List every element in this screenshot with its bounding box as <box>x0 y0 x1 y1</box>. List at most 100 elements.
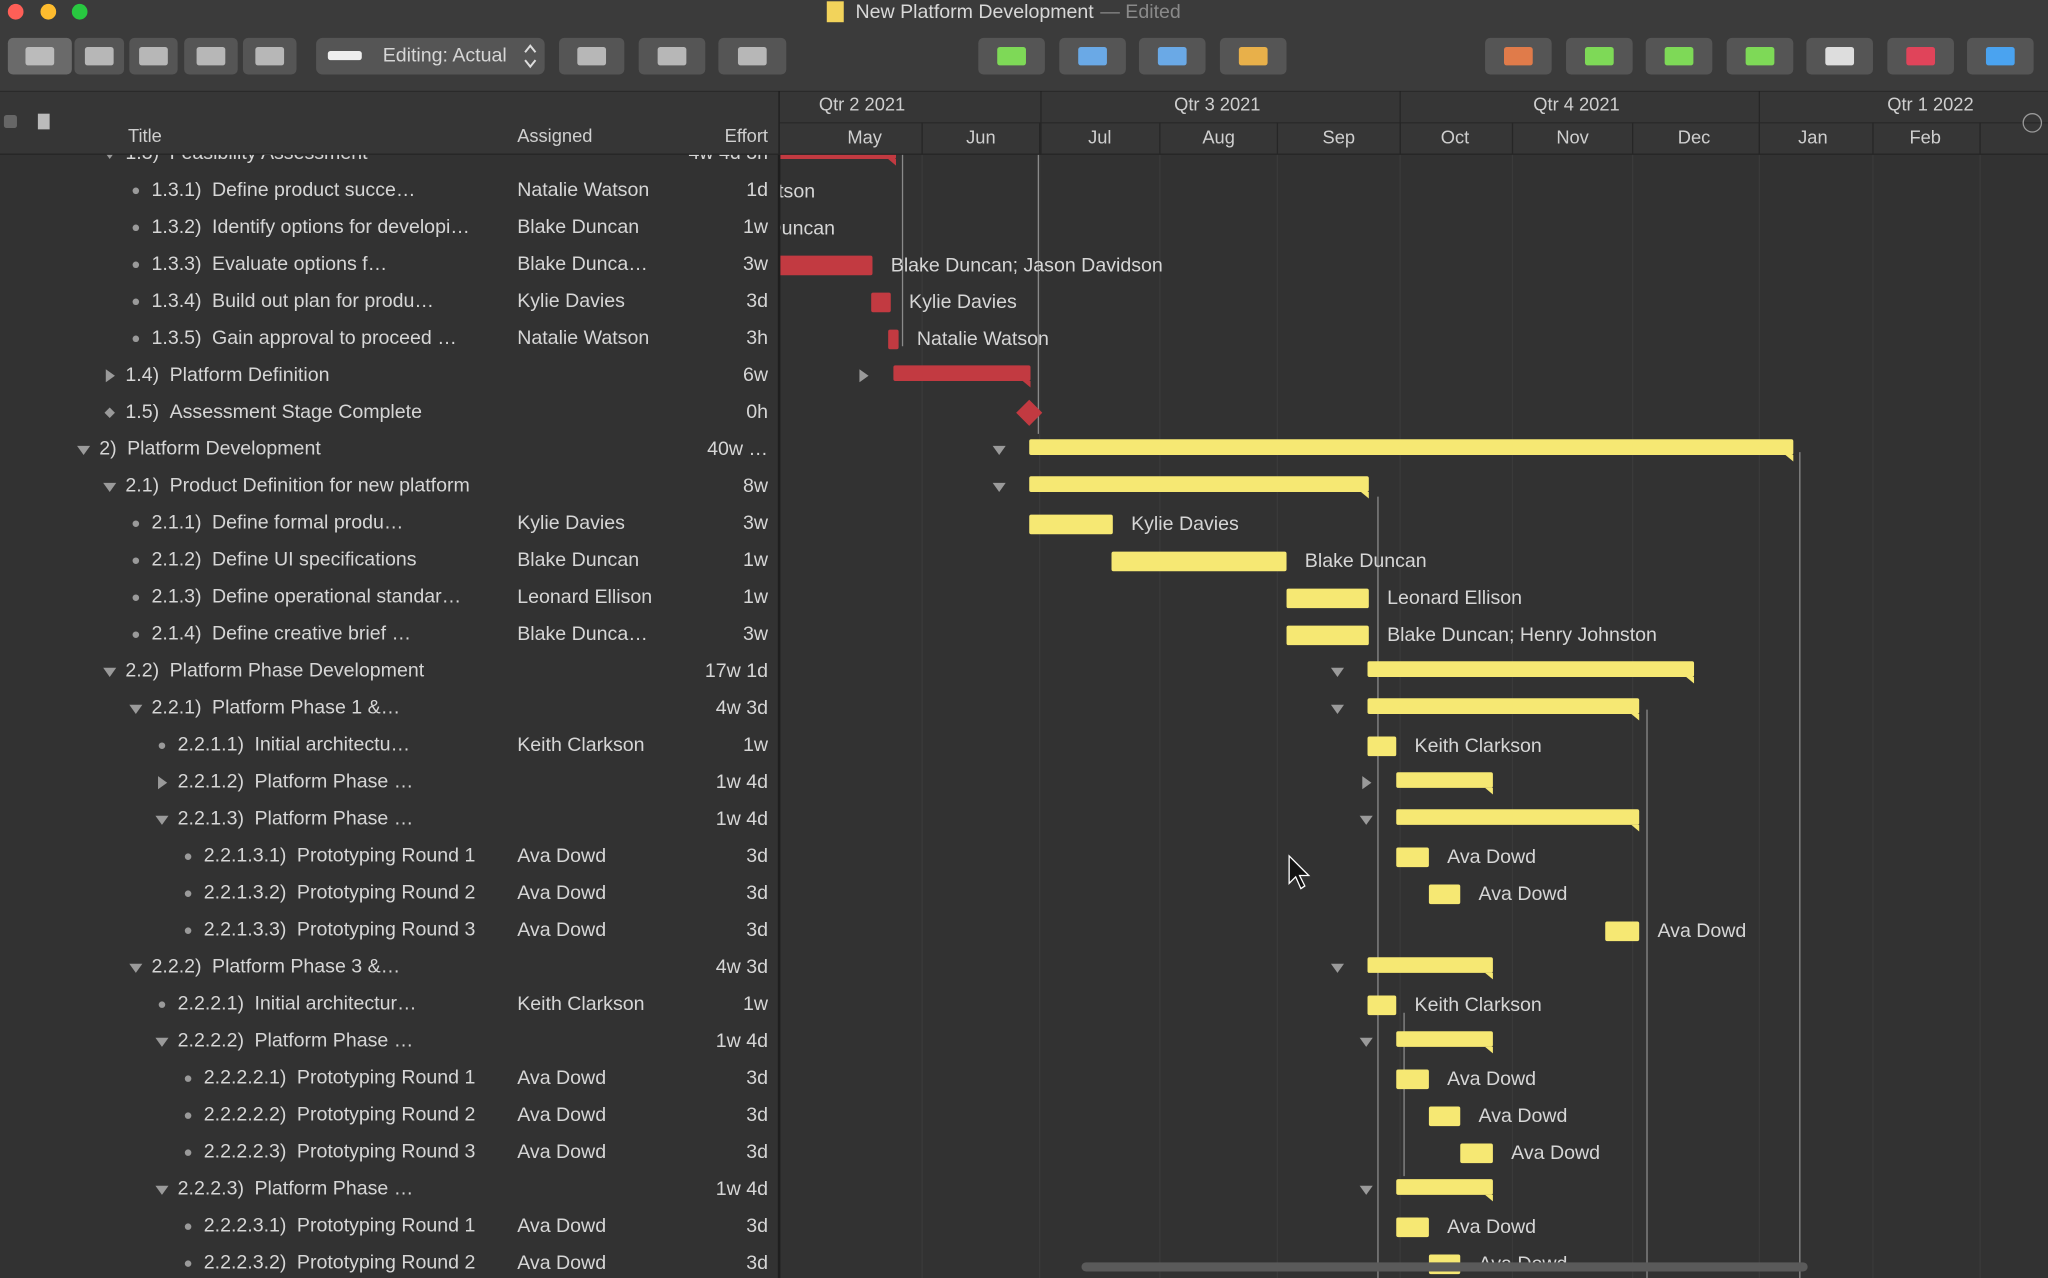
disclosure-triangle[interactable] <box>155 1037 169 1047</box>
disclosure-triangle[interactable] <box>129 963 143 973</box>
task-name: Platform Phase … <box>254 1030 413 1052</box>
gantt-disclosure[interactable] <box>1330 704 1344 714</box>
summary-bar[interactable] <box>731 143 896 160</box>
bullet <box>158 1001 166 1008</box>
hand-icon[interactable] <box>3 114 17 129</box>
task-bar[interactable] <box>1428 884 1461 905</box>
summary-bar[interactable] <box>1367 957 1493 973</box>
gantt-label: Natalie Watson <box>683 180 815 202</box>
toolbar-icon <box>657 47 687 66</box>
toolbar-icon <box>737 47 767 66</box>
column-title[interactable]: Title <box>128 125 162 146</box>
task-bar[interactable] <box>1460 1143 1493 1164</box>
task-number: 2.2.2.3.1) <box>204 1215 287 1237</box>
disclosure-triangle[interactable] <box>105 369 115 383</box>
disclosure-triangle[interactable] <box>77 445 91 455</box>
task-bar[interactable] <box>1367 995 1397 1016</box>
task-bar[interactable] <box>1286 588 1369 609</box>
task-assigned: Natalie Watson <box>517 179 649 201</box>
bullet <box>132 261 140 269</box>
column-assigned[interactable]: Assigned <box>517 125 592 146</box>
task-bar[interactable] <box>1428 1106 1461 1127</box>
summary-bar[interactable] <box>1367 661 1695 677</box>
task-bar[interactable] <box>1029 514 1113 535</box>
task-assigned: Ava Dowd <box>517 845 606 867</box>
disclosure-triangle[interactable] <box>155 1185 169 1195</box>
task-effort: 3h <box>746 327 768 349</box>
gantt-label: Natalie Watson <box>917 328 1049 350</box>
task-bar[interactable] <box>771 255 873 276</box>
summary-bar[interactable] <box>1396 809 1640 825</box>
task-number: 1.3.3) <box>152 253 202 275</box>
minimize-button[interactable] <box>40 3 57 20</box>
header: New Platform Development — Edited Title A… <box>0 0 2048 155</box>
task-number: 2.2.1.3.1) <box>204 845 287 867</box>
task-bar[interactable] <box>888 329 899 350</box>
task-title: 2.2.1) Platform Phase 1 &… <box>152 697 401 719</box>
task-effort: 40w … <box>707 438 768 460</box>
bullet <box>132 631 140 638</box>
task-name: Assessment Stage Complete <box>170 401 423 423</box>
task-number: 2.2.1.3.2) <box>204 882 287 904</box>
task-number: 1.5) <box>125 401 159 423</box>
mouse-cursor <box>1288 854 1311 890</box>
task-name: Define formal produ… <box>212 512 403 534</box>
gantt-disclosure[interactable] <box>1359 815 1373 825</box>
task-effort: 1w 4d <box>716 808 768 830</box>
task-bar[interactable] <box>1605 921 1640 942</box>
summary-bar[interactable] <box>1029 439 1794 455</box>
task-assigned: Ava Dowd <box>517 1141 606 1163</box>
zoom-icon[interactable] <box>2022 113 2043 133</box>
task-effort: 1w <box>743 734 769 756</box>
task-title: 1.3.5) Gain approval to proceed … <box>152 327 457 349</box>
gantt-disclosure[interactable] <box>1359 1185 1373 1195</box>
horizontal-scrollbar[interactable] <box>1081 1262 1808 1272</box>
disclosure-triangle[interactable] <box>155 815 169 825</box>
disclosure-triangle[interactable] <box>129 704 143 714</box>
gantt-disclosure[interactable] <box>992 482 1006 492</box>
gantt-disclosure[interactable] <box>1330 963 1344 973</box>
task-title: 1.3.2) Identify options for developi… <box>152 216 470 238</box>
task-assigned: Ava Dowd <box>517 1067 606 1089</box>
task-title: 1.3.3) Evaluate options f… <box>152 253 388 275</box>
quarter-label: Qtr 2 2021 <box>819 94 905 115</box>
gantt-disclosure[interactable] <box>1330 667 1344 677</box>
gantt: Natalie Watson Blake Duncan Blake Duncan; … <box>683 143 1981 1278</box>
close-button[interactable] <box>7 3 24 20</box>
summary-bar[interactable] <box>893 365 1031 381</box>
bullet <box>132 224 140 232</box>
summary-bar[interactable] <box>1396 772 1493 788</box>
gantt-disclosure[interactable] <box>1362 776 1372 790</box>
task-name: Define creative brief … <box>212 623 411 645</box>
task-name: Prototyping Round 1 <box>297 1215 475 1237</box>
gantt-disclosure[interactable] <box>992 445 1006 455</box>
toolbar-icon <box>1825 47 1855 66</box>
disclosure-triangle[interactable] <box>158 776 168 790</box>
task-bar[interactable] <box>1286 625 1369 646</box>
summary-bar[interactable] <box>1367 698 1640 714</box>
gantt-disclosure[interactable] <box>1359 1037 1373 1047</box>
task-title: 2.2.1.3.1) Prototyping Round 1 <box>204 845 476 867</box>
disclosure-triangle[interactable] <box>103 482 117 492</box>
task-bar[interactable] <box>1396 1217 1429 1238</box>
task-name: Platform Phase … <box>254 1178 413 1200</box>
task-bar[interactable] <box>1396 1069 1429 1090</box>
summary-bar[interactable] <box>1029 476 1369 492</box>
column-effort[interactable]: Effort <box>725 125 768 146</box>
zoom-button[interactable] <box>71 3 88 20</box>
gantt-disclosure[interactable] <box>859 369 869 383</box>
task-effort: 1d <box>746 179 768 201</box>
task-bar[interactable] <box>1111 551 1287 572</box>
disclosure-triangle[interactable] <box>103 150 116 160</box>
toolbar-icon <box>1664 47 1694 66</box>
summary-bar[interactable] <box>1396 1179 1493 1195</box>
note-icon[interactable] <box>37 113 50 130</box>
summary-bar[interactable] <box>1396 1031 1493 1047</box>
task-bar[interactable] <box>871 292 891 313</box>
editing-popup[interactable] <box>316 37 545 75</box>
task-bar[interactable] <box>1396 847 1429 868</box>
disclosure-triangle[interactable] <box>103 667 117 677</box>
month-label: Feb <box>1909 126 1941 147</box>
task-bar[interactable] <box>1367 736 1397 757</box>
